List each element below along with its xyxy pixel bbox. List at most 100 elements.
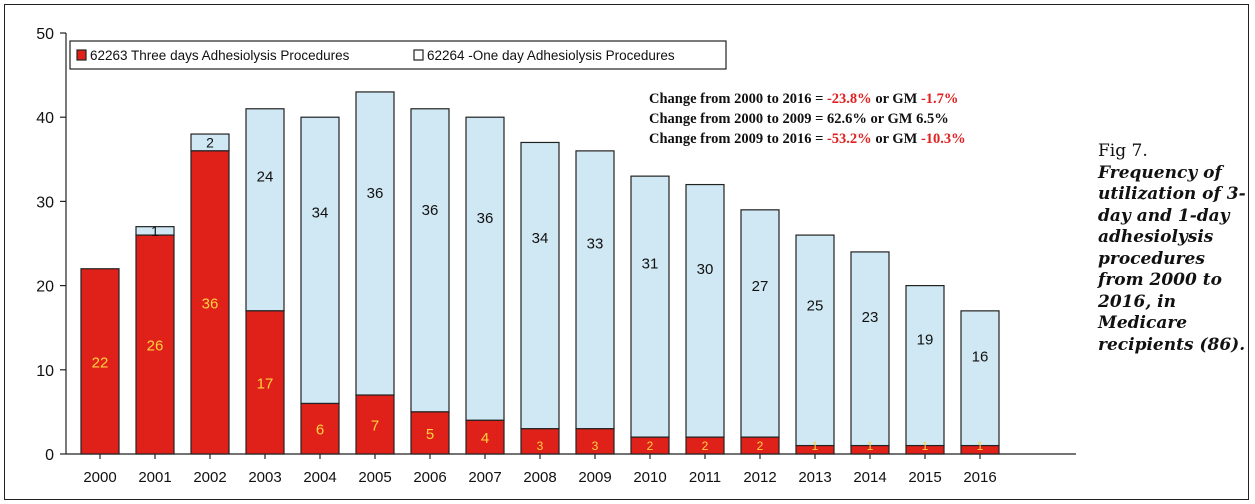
data-label-three-day: 26: [147, 338, 164, 355]
annotation-pct: -23.8%: [827, 91, 872, 107]
bar-one-day: [465, 116, 505, 421]
annotation-prefix: Change from 2000 to 2016 =: [649, 91, 827, 107]
bar-three-day: [575, 428, 615, 455]
bar-three-day: [135, 234, 175, 455]
x-tick-label: 2012: [743, 469, 776, 486]
data-label-one-day: 34: [312, 205, 329, 222]
legend-swatch-one-day: [413, 49, 424, 61]
bar-three-day: [190, 150, 230, 455]
data-label-one-day: 30: [697, 261, 714, 278]
bar-one-day: [740, 209, 780, 438]
annotation-gm: 6.5%: [916, 111, 949, 127]
data-label-one-day: 1: [151, 223, 159, 239]
x-tick-label: 2000: [83, 469, 116, 486]
x-tick-label: 2014: [853, 469, 886, 486]
data-label-three-day: 2: [757, 439, 764, 453]
data-label-three-day: 6: [316, 422, 324, 439]
data-label-one-day: 31: [642, 255, 659, 272]
x-tick-label: 2007: [468, 469, 501, 486]
data-label-one-day: 2: [206, 134, 214, 150]
y-tick-label: 50: [36, 26, 54, 43]
annotation-mid: or GM: [872, 131, 921, 147]
data-label-three-day: 3: [537, 439, 544, 453]
annotation-prefix: Change from 2000 to 2009 =: [649, 111, 827, 127]
bar-one-day: [575, 150, 615, 430]
data-label-three-day: 4: [481, 430, 489, 447]
data-label-three-day: 1: [867, 439, 874, 453]
x-tick-label: 2004: [303, 469, 336, 486]
data-label-three-day: 3: [592, 439, 599, 453]
annotation-pct: 62.6%: [827, 111, 867, 127]
figure-caption: Fig 7. Frequency of utilization of 3-day…: [1098, 141, 1248, 356]
bar-one-day: [850, 251, 890, 447]
data-label-one-day: 36: [422, 202, 439, 219]
legend-label-three-day: 62263 Three days Adhesiolysis Procedures: [90, 48, 350, 63]
data-label-three-day: 17: [257, 375, 274, 392]
legend-box: [69, 40, 727, 70]
change-annotations: Change from 2000 to 2016 = -23.8% or GM …: [649, 91, 966, 147]
bar-one-day: [960, 310, 1000, 447]
data-label-three-day: 1: [922, 439, 929, 453]
x-tick-label: 2008: [523, 469, 556, 486]
annotation-pct: -53.2%: [827, 131, 872, 147]
data-label-one-day: 36: [367, 185, 384, 202]
bar-three-day: [465, 419, 505, 455]
x-tick-label: 2011: [689, 469, 721, 486]
bar-one-day: [355, 91, 395, 396]
bar-one-day: [520, 141, 560, 430]
bar-three-day: [355, 394, 395, 455]
x-tick-label: 2015: [908, 469, 941, 486]
figure-frame: [4, 4, 1249, 500]
y-tick-label: 10: [36, 363, 54, 380]
x-tick-label: 2001: [138, 469, 171, 486]
data-label-one-day: 25: [807, 298, 824, 315]
data-label-three-day: 36: [202, 295, 219, 312]
y-tick-label: 30: [36, 194, 54, 211]
x-tick-label: 2005: [358, 469, 391, 486]
data-label-three-day: 7: [371, 418, 379, 435]
x-tick-label: 2010: [633, 469, 666, 486]
bar-three-day: [245, 310, 285, 455]
data-label-one-day: 16: [972, 348, 989, 365]
legend-swatch-three-day: [76, 49, 87, 61]
bar-one-day: [685, 183, 725, 438]
y-tick-label: 20: [36, 279, 54, 296]
data-label-three-day: 22: [92, 354, 109, 371]
data-label-three-day: 1: [812, 439, 819, 453]
x-tick-label: 2003: [248, 469, 281, 486]
x-tick-label: 2013: [798, 469, 831, 486]
x-tick-label: 2009: [578, 469, 611, 486]
data-label-one-day: 19: [917, 331, 934, 348]
data-label-three-day: 2: [647, 439, 654, 453]
y-tick-label: 0: [45, 447, 54, 464]
annotation-gm: -1.7%: [921, 91, 958, 107]
data-label-one-day: 23: [862, 309, 879, 326]
annotation-prefix: Change from 2009 to 2016 =: [649, 131, 827, 147]
bar-three-day: [410, 411, 450, 455]
annotation-gm: -10.3%: [921, 131, 966, 147]
bar-one-day: [410, 108, 450, 413]
data-label-one-day: 34: [532, 230, 549, 247]
annotation-mid: or GM: [867, 111, 916, 127]
x-tick-label: 2006: [413, 469, 446, 486]
annotation-2000-2009: Change from 2000 to 2009 = 62.6% or GM 6…: [649, 111, 949, 127]
x-tick-label: 2002: [193, 469, 226, 486]
bar-three-day: [520, 428, 560, 455]
annotation-mid: or GM: [872, 91, 921, 107]
data-label-three-day: 2: [702, 439, 709, 453]
data-label-one-day: 24: [257, 168, 274, 185]
annotation-2009-2016: Change from 2009 to 2016 = -53.2% or GM …: [649, 131, 966, 147]
bar-one-day: [300, 116, 340, 405]
bar-one-day: [245, 108, 285, 312]
y-tick-label: 40: [36, 110, 54, 127]
x-tick-label: 2016: [963, 469, 996, 486]
data-label-three-day: 5: [426, 426, 434, 443]
bar-three-day: [300, 402, 340, 455]
bar-one-day: [630, 175, 670, 438]
annotation-2000-2016: Change from 2000 to 2016 = -23.8% or GM …: [649, 91, 958, 107]
data-label-one-day: 36: [477, 210, 494, 227]
bar-one-day: [795, 234, 835, 447]
figure-label: Fig 7.: [1098, 141, 1148, 161]
data-label-one-day: 27: [752, 278, 769, 295]
